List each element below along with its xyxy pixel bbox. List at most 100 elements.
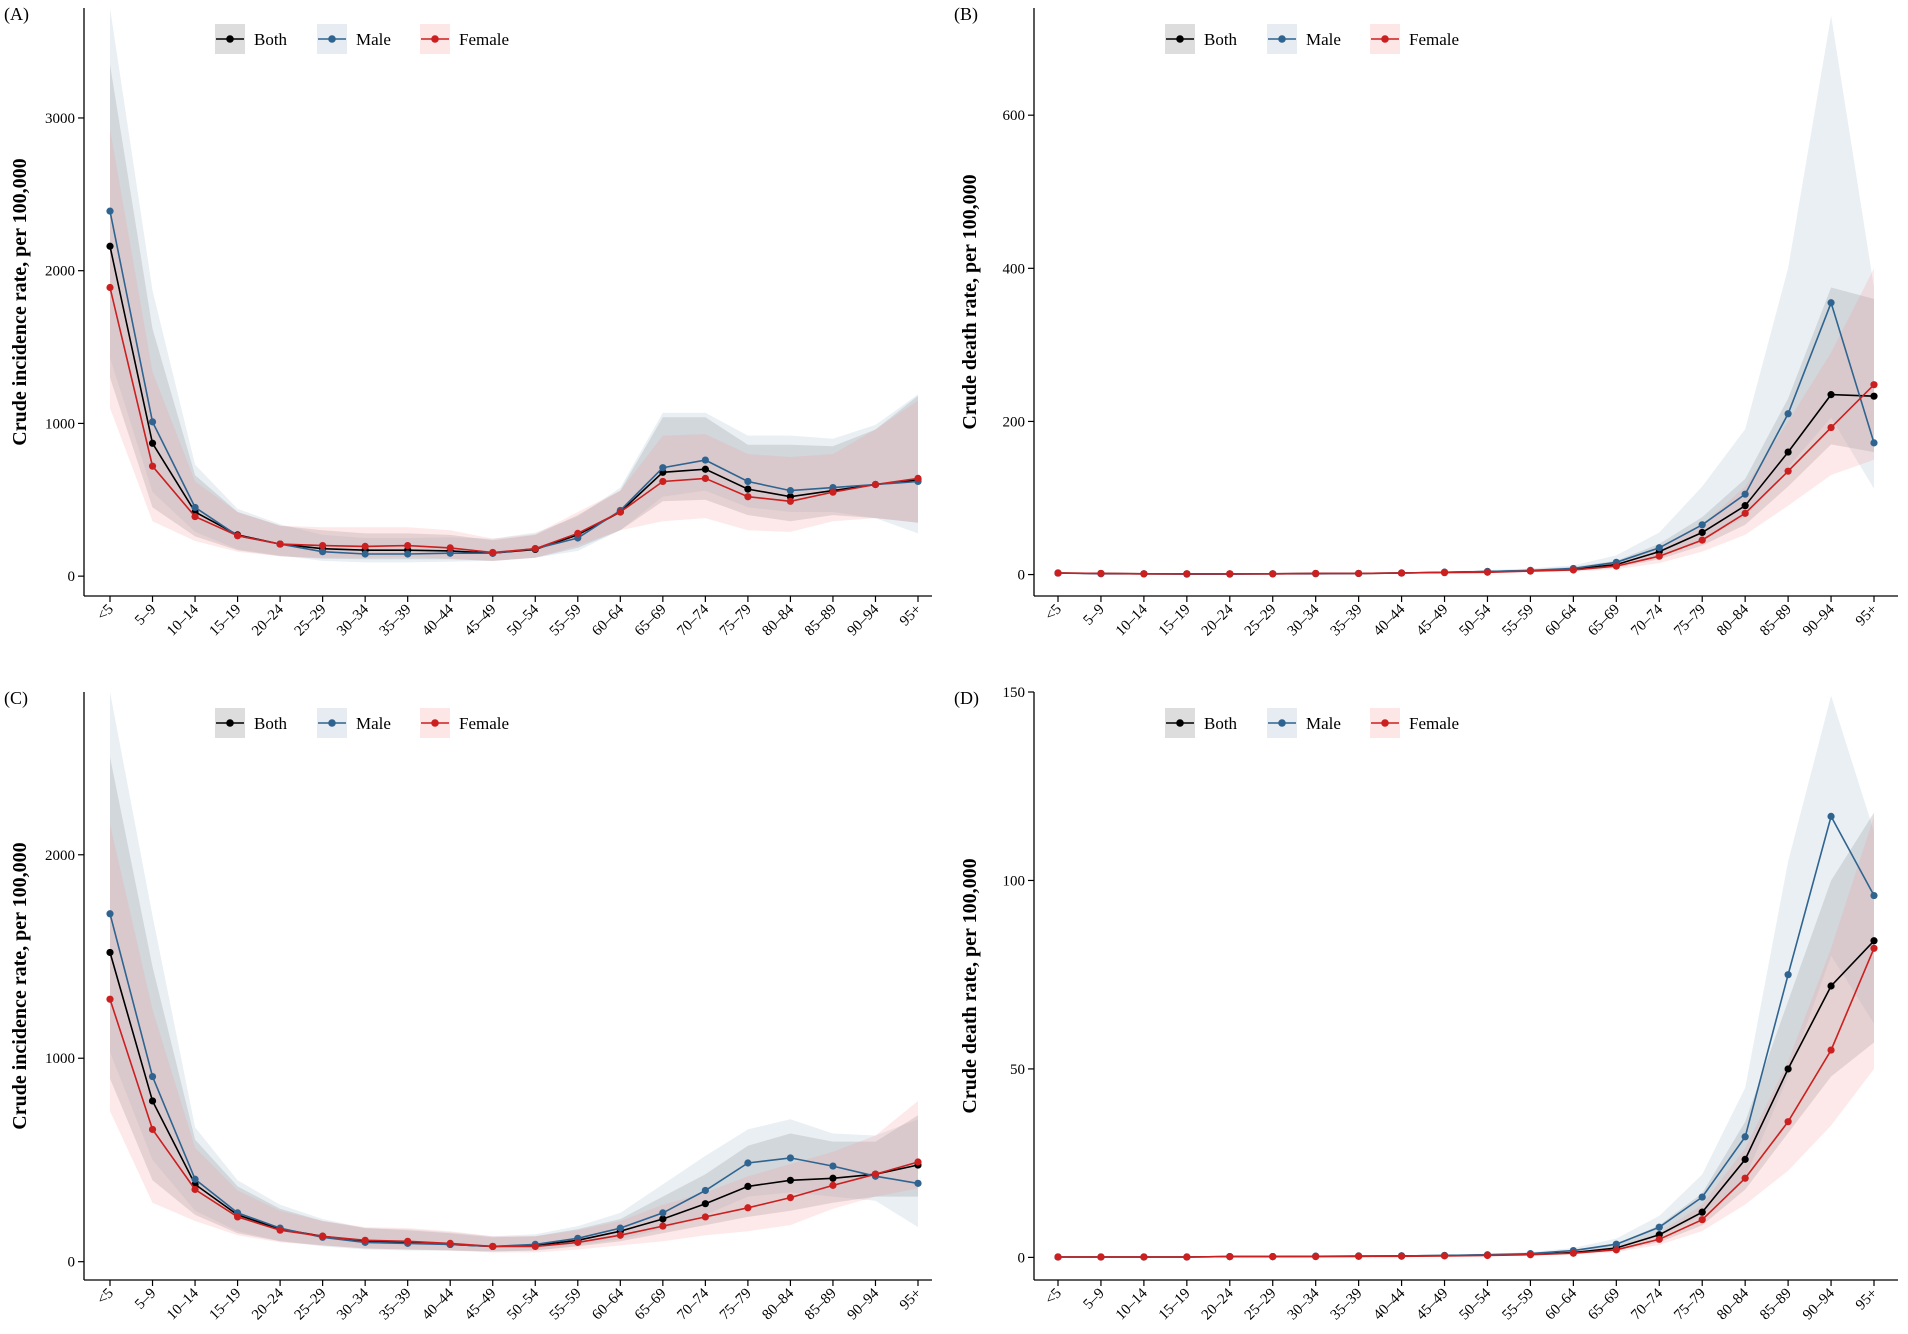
- x-tick-label: <5: [1042, 1286, 1065, 1309]
- point-female: [404, 542, 412, 550]
- legend-label-male: Male: [1306, 714, 1341, 733]
- point-female: [106, 283, 114, 292]
- x-tick-label: 50–54: [1456, 601, 1494, 639]
- panel-label: (A): [4, 4, 29, 25]
- point-female: [1483, 568, 1492, 576]
- x-tick-label: 5–9: [132, 1286, 159, 1313]
- x-tick-label: 70–74: [674, 601, 712, 639]
- legend-point-male: [1278, 719, 1286, 727]
- line-female: [109, 287, 919, 554]
- legend-label-both: Both: [1204, 714, 1238, 733]
- point-female: [404, 1237, 412, 1245]
- band-female: [1058, 816, 1874, 1258]
- x-tick-label: 5–9: [132, 602, 159, 629]
- point-male: [1827, 299, 1835, 307]
- x-tick-label: 85–89: [802, 602, 840, 640]
- x-tick-label: 90–94: [1800, 601, 1838, 639]
- point-male: [786, 487, 795, 495]
- point-female: [361, 1236, 369, 1244]
- legend: Both Male Female: [1165, 708, 1459, 738]
- point-male: [744, 477, 752, 486]
- point-both: [744, 1182, 752, 1191]
- x-tick-label: 10–14: [164, 1285, 202, 1323]
- point-female: [191, 512, 199, 521]
- line-female: [1058, 947, 1875, 1258]
- x-tick-label: 65–69: [1585, 1286, 1623, 1324]
- x-tick-label: 70–74: [1628, 601, 1666, 639]
- point-female: [1827, 423, 1835, 432]
- y-tick-label: 0: [1018, 568, 1026, 584]
- band-male: [110, 692, 918, 1252]
- x-tick-label: 45–49: [1414, 1286, 1452, 1324]
- x-tick-label: 40–44: [419, 1285, 457, 1323]
- x-tick-label: 35–39: [377, 602, 415, 640]
- point-both: [829, 1174, 837, 1182]
- legend-point-male: [1278, 35, 1286, 43]
- point-female: [1483, 1251, 1492, 1260]
- point-male: [404, 550, 412, 558]
- x-tick-label: 95+: [897, 1286, 925, 1314]
- x-tick-label: 40–44: [419, 601, 457, 639]
- x-tick-label: 25–29: [1242, 1286, 1280, 1324]
- x-tick-label: 60–64: [589, 1285, 627, 1323]
- x-tick-label: 40–44: [1371, 601, 1409, 639]
- y-tick-label: 1000: [45, 1051, 75, 1067]
- x-tick-label: 10–14: [1113, 1285, 1151, 1323]
- x-tick-label: 75–79: [717, 602, 755, 640]
- point-female: [744, 493, 752, 501]
- legend-point-both: [1176, 719, 1184, 727]
- x-tick-label: 60–64: [589, 601, 627, 639]
- point-female: [616, 1231, 624, 1239]
- band-male: [110, 8, 918, 563]
- x-tick-label: 90–94: [844, 601, 882, 639]
- point-female: [1784, 1118, 1792, 1126]
- legend-point-both: [226, 719, 234, 727]
- point-male: [1655, 544, 1663, 552]
- point-female: [1569, 566, 1577, 574]
- point-male: [829, 1162, 837, 1170]
- point-female: [191, 1185, 199, 1194]
- x-tick-label: 85–89: [1757, 1286, 1795, 1324]
- point-female: [616, 508, 624, 516]
- point-female: [531, 1242, 539, 1251]
- x-tick-label: 55–59: [1499, 602, 1537, 640]
- point-male: [1741, 490, 1749, 498]
- y-tick-label: 3000: [45, 111, 75, 127]
- point-male: [1827, 812, 1835, 820]
- x-tick-label: 5–9: [1081, 602, 1108, 629]
- point-female: [574, 1238, 582, 1246]
- point-female: [1698, 1216, 1706, 1224]
- x-tick-label: <5: [1042, 602, 1065, 625]
- point-female: [786, 497, 795, 505]
- point-female: [319, 542, 327, 550]
- point-female: [1655, 1235, 1663, 1243]
- point-both: [148, 1097, 157, 1105]
- x-tick-label: 20–24: [249, 601, 287, 639]
- point-male: [361, 550, 369, 558]
- point-female: [871, 480, 880, 489]
- x-tick-label: 65–69: [1585, 602, 1623, 640]
- y-tick-label: 100: [1003, 873, 1026, 889]
- x-tick-label: 20–24: [1199, 1285, 1237, 1323]
- point-both: [1741, 1155, 1749, 1163]
- point-female: [1870, 944, 1878, 952]
- x-tick-label: 75–79: [717, 1286, 755, 1324]
- point-both: [1698, 1208, 1706, 1216]
- point-male: [659, 1209, 667, 1217]
- point-female: [786, 1193, 795, 1202]
- point-female: [1698, 536, 1706, 544]
- x-tick-label: 20–24: [249, 1285, 287, 1323]
- x-tick-label: 15–19: [207, 602, 245, 640]
- panel-label: (D): [954, 688, 979, 709]
- x-tick-label: 45–49: [462, 1286, 500, 1324]
- y-axis-title: Crude incidence rate, per 100,000: [9, 842, 31, 1129]
- legend-label-female: Female: [1409, 714, 1459, 733]
- x-tick-label: 80–84: [759, 601, 797, 639]
- x-tick-label: 50–54: [1456, 1285, 1494, 1323]
- legend-label-both: Both: [254, 30, 288, 49]
- point-female: [106, 995, 114, 1003]
- point-female: [1355, 569, 1363, 578]
- band-both: [110, 757, 918, 1252]
- x-tick-label: 30–34: [334, 601, 372, 639]
- x-tick-label: 60–64: [1542, 1285, 1580, 1323]
